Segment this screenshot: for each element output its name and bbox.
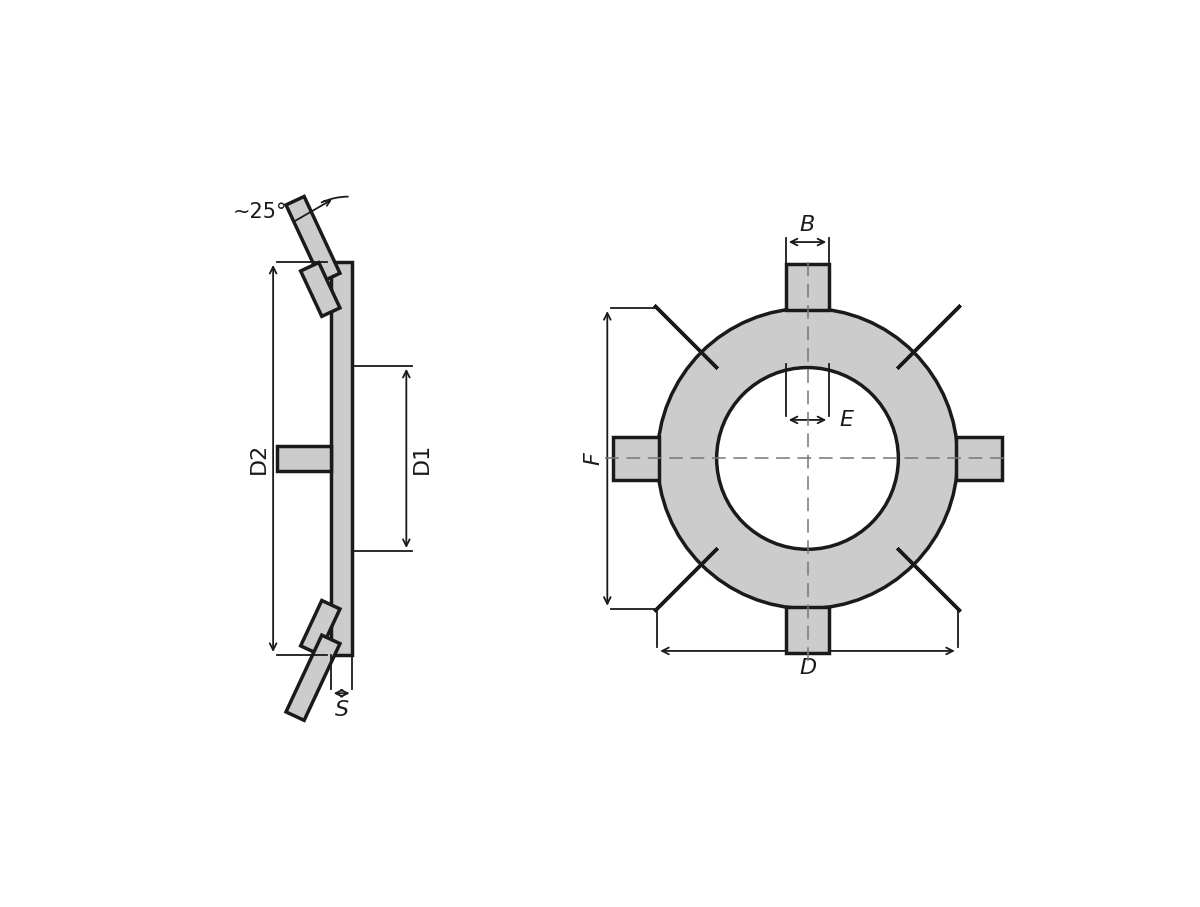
Polygon shape	[331, 262, 353, 655]
Text: D: D	[799, 658, 816, 678]
Polygon shape	[654, 306, 718, 368]
Text: D1: D1	[412, 443, 432, 474]
Circle shape	[716, 367, 899, 550]
Polygon shape	[613, 437, 659, 480]
Polygon shape	[898, 306, 960, 368]
Text: F: F	[583, 452, 604, 464]
Polygon shape	[286, 197, 340, 282]
Polygon shape	[898, 548, 960, 611]
Text: ~25°: ~25°	[233, 202, 287, 222]
Polygon shape	[277, 446, 331, 471]
Polygon shape	[786, 264, 829, 310]
Text: B: B	[800, 215, 815, 235]
Text: S: S	[335, 700, 349, 720]
Polygon shape	[786, 607, 829, 653]
Polygon shape	[956, 437, 1002, 480]
Polygon shape	[301, 262, 340, 317]
Polygon shape	[301, 600, 340, 654]
Text: E: E	[839, 410, 853, 430]
Polygon shape	[286, 635, 340, 720]
Circle shape	[658, 308, 958, 609]
Text: D2: D2	[250, 443, 269, 474]
Polygon shape	[654, 548, 718, 611]
